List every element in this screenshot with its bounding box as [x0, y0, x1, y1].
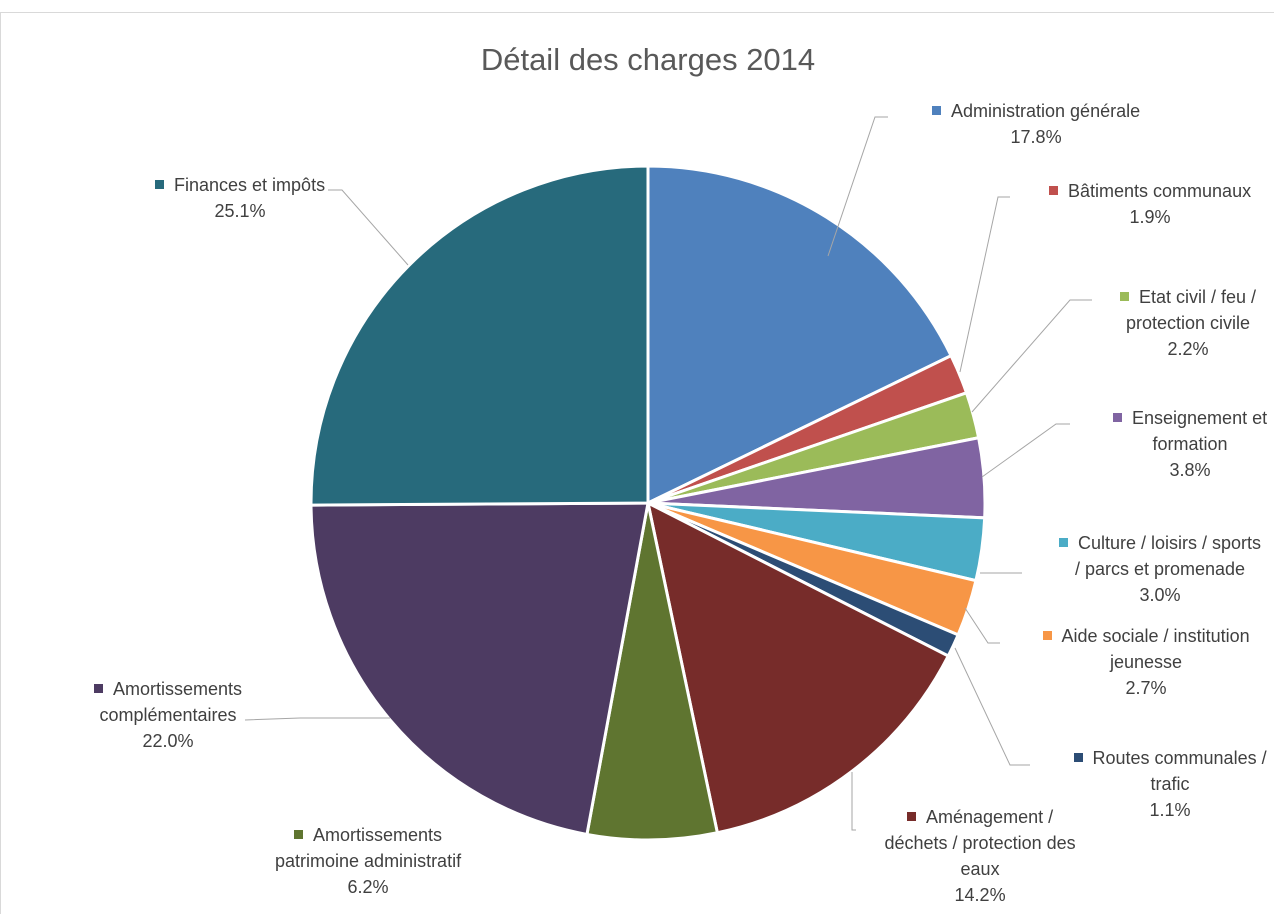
slice-label-text: Finances et impôts	[155, 172, 325, 198]
legend-swatch	[155, 180, 164, 189]
legend-swatch	[1113, 413, 1122, 422]
legend-swatch	[94, 684, 103, 693]
pie-slice	[585, 502, 720, 842]
slice-label-text: formation	[1152, 434, 1228, 454]
slice-value-label: 2.2%	[1167, 339, 1209, 359]
slice-label-text: Aménagement /	[885, 804, 1076, 830]
slice-value-label: 2.7%	[1125, 678, 1167, 698]
slice-label: Aménagement / déchets / protection des eau…	[885, 804, 1076, 908]
pie-slice	[646, 164, 954, 506]
slice-label: Routes communales / trafic 1.1%	[1073, 745, 1267, 823]
leader-line	[959, 196, 1010, 373]
legend-swatch	[1059, 538, 1068, 547]
slice-label-text: Bâtiments communaux	[1049, 178, 1251, 204]
slice-label: Amortissements complémentaires 22.0%	[94, 676, 242, 754]
slice-value-label: 25.1%	[214, 201, 266, 221]
leader-line	[244, 717, 390, 721]
leader-line	[328, 189, 409, 266]
leader-line	[827, 116, 888, 257]
slice-label-text: déchets / protection des	[884, 833, 1076, 853]
pie-slice	[309, 501, 650, 837]
slice-value-label: 3.8%	[1169, 460, 1211, 480]
slice-value-label: 6.2%	[347, 877, 389, 897]
slice-value-label: 1.9%	[1129, 207, 1171, 227]
slice-label-text: Enseignement et	[1113, 405, 1267, 431]
slice-label: Amortissements patrimoine administratif 6.…	[275, 822, 461, 900]
slice-label-text: jeunesse	[1110, 652, 1183, 672]
slice-label: Finances et impôts 25.1%	[155, 172, 325, 224]
slice-label: Enseignement et formation 3.8%	[1113, 405, 1267, 483]
legend-swatch	[907, 812, 917, 821]
slice-label-text: trafic	[1150, 774, 1190, 794]
slice-label-text: Culture / loisirs / sports	[1059, 530, 1261, 556]
slice-label-text: patrimoine administratif	[275, 851, 462, 871]
legend-swatch	[1049, 186, 1058, 195]
slice-label: Etat civil / feu / protection civile 2.2%	[1120, 284, 1256, 362]
slice-label: Aide sociale / institution jeunesse 2.7%	[1042, 623, 1250, 701]
legend-swatch	[1042, 631, 1052, 640]
leader-line	[981, 423, 1070, 478]
slice-label-text: complémentaires	[99, 705, 237, 725]
pie-slice	[309, 164, 650, 507]
slice-label-text: Routes communales /	[1073, 745, 1267, 771]
slice-label-text: Amortissements	[275, 822, 461, 848]
slice-value-label: 22.0%	[142, 731, 194, 751]
slice-value-label: 17.8%	[1010, 127, 1062, 147]
leader-line	[964, 607, 1000, 644]
slice-value-label: 3.0%	[1139, 585, 1181, 605]
chart-frame	[0, 12, 1274, 914]
slice-label: Culture / loisirs / sports / parcs et pro…	[1059, 530, 1261, 608]
leader-line	[954, 647, 1030, 766]
pie-slice	[645, 500, 951, 835]
slice-label-text: Aide sociale / institution	[1042, 623, 1250, 649]
slice-value-label: 1.1%	[1149, 800, 1191, 820]
slice-label-text: protection civile	[1125, 313, 1251, 333]
slice-label-text: Administration générale	[932, 98, 1140, 124]
slice-label: Bâtiments communaux 1.9%	[1049, 178, 1251, 230]
legend-swatch	[932, 106, 941, 115]
leader-line	[971, 299, 1092, 413]
slice-label-text: eaux	[960, 859, 1000, 879]
leader-line	[851, 772, 856, 831]
legend-swatch	[1073, 753, 1083, 762]
legend-swatch	[1120, 292, 1129, 301]
slice-value-label: 14.2%	[954, 885, 1006, 905]
legend-swatch	[294, 830, 304, 839]
slice-label-text: / parcs et promenade	[1074, 559, 1246, 579]
chart-title: Détail des charges 2014	[480, 42, 816, 77]
slice-label-text: Etat civil / feu /	[1120, 284, 1256, 310]
slice-label: Administration générale 17.8%	[932, 98, 1140, 150]
slice-label-text: Amortissements	[94, 676, 242, 702]
